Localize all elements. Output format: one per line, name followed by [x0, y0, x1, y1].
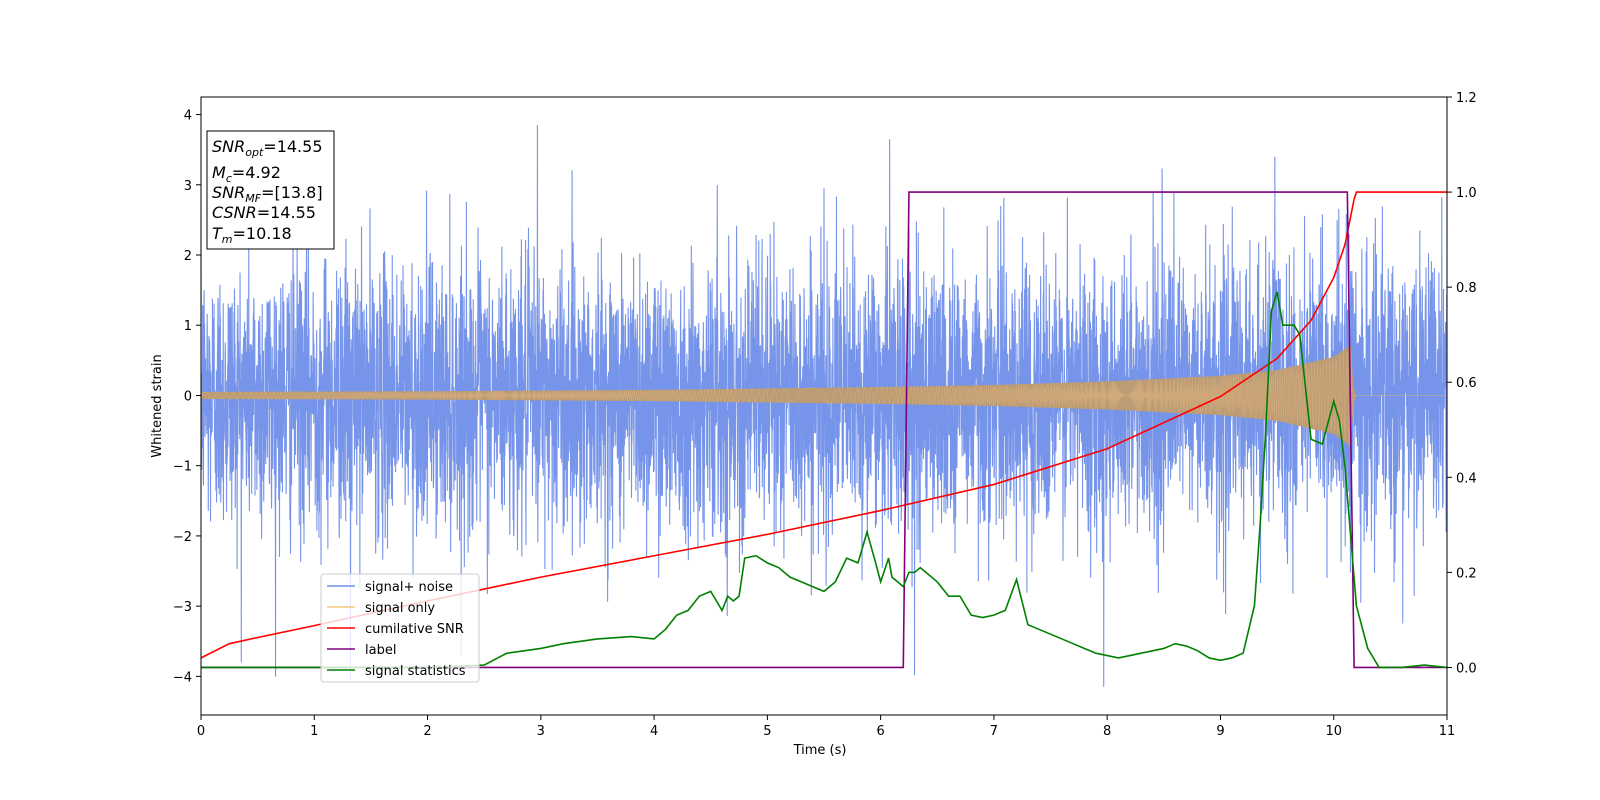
x-tick-label: 5	[763, 724, 771, 739]
y-tick-label: −1	[173, 460, 192, 475]
y2-tick-label: 1.0	[1456, 186, 1477, 201]
y2-tick-label: 0.4	[1456, 471, 1477, 486]
x-tick-label: 7	[990, 724, 998, 739]
y-tick-label: 3	[184, 179, 192, 194]
x-tick-label: 6	[876, 724, 884, 739]
y-tick-label: 0	[184, 389, 192, 404]
y2-tick-label: 0.6	[1456, 376, 1477, 391]
series-signal-statistics-line	[201, 291, 1447, 669]
x-tick-label: 4	[650, 724, 658, 739]
axes: 0 1 2 3 4 5 6 7 8 9 10 11 −4 −3 −2 −1 0 1 2 3 4 0.0 0.2 0.4 0.6 0…	[173, 91, 1477, 739]
legend-frame	[320, 573, 480, 683]
legend-label: label	[365, 643, 396, 658]
x-tick-label: 0	[197, 724, 205, 739]
annotation-line: Tm=10.18	[212, 224, 292, 246]
y2-tick-label: 0.0	[1456, 661, 1477, 676]
x-tick-label: 8	[1103, 724, 1111, 739]
y-axis-label: Whitened strain	[150, 354, 165, 457]
series-signal-noise-line	[201, 125, 1447, 687]
legend-label: signal statistics	[365, 664, 466, 679]
legend-label: cumilative SNR	[365, 622, 464, 637]
x-tick-label: 9	[1216, 724, 1224, 739]
y-tick-label: 2	[184, 249, 192, 264]
y-tick-label: −3	[173, 600, 192, 615]
annotation-frame	[206, 130, 335, 250]
y-tick-label: 4	[184, 109, 192, 124]
y-tick-label: 1	[184, 319, 192, 334]
annotation-box: SNRopt=14.55 Mc=4.92SNRMF=[13.8]CSNR=14.5…	[206, 130, 335, 250]
x-axis-label: Time (s)	[793, 743, 847, 758]
legend-label: signal only	[365, 601, 435, 616]
y2-tick-label: 0.8	[1456, 281, 1477, 296]
x-tick-label: 10	[1325, 724, 1342, 739]
legend-label: signal+ noise	[365, 580, 453, 595]
y2-tick-label: 1.2	[1456, 91, 1477, 106]
annotation-line: Mc=4.92	[212, 163, 281, 185]
x-tick-label: 11	[1439, 724, 1456, 739]
y-tick-label: −4	[173, 670, 192, 685]
x-tick-label: 1	[310, 724, 318, 739]
annotation-line: CSNR=14.55	[212, 203, 316, 222]
y2-tick-label: 0.2	[1456, 566, 1477, 581]
plot-area	[201, 125, 1447, 687]
series-label-line	[201, 191, 1447, 669]
series-signal-only-line	[201, 347, 1447, 445]
x-tick-label: 2	[423, 724, 431, 739]
annotation-line: SNRopt=14.55	[212, 137, 323, 159]
series-cumulative-snr-line	[201, 191, 1447, 659]
plot-clip-group	[201, 125, 1447, 687]
annotation-line: SNRMF=[13.8]	[212, 183, 323, 205]
x-tick-label: 3	[537, 724, 545, 739]
legend: signal+ noise signal only cumilative SNR la…	[320, 573, 480, 683]
plot-frame	[200, 96, 1448, 716]
y-tick-label: −2	[173, 530, 192, 545]
